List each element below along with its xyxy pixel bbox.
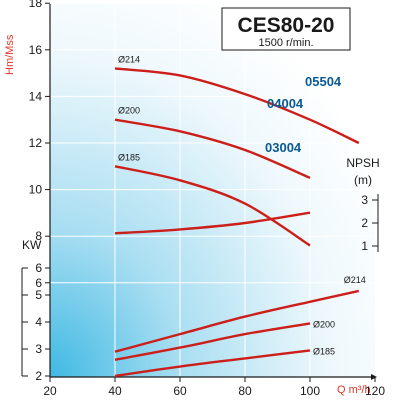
power-curve-diameter-label: Ø200	[313, 319, 335, 329]
power-tick-label: 6	[35, 261, 42, 275]
x-axis-label: Q m³/h	[337, 384, 371, 396]
x-tick-label: 20	[43, 384, 57, 398]
power-curve-diameter-label: Ø185	[313, 346, 335, 356]
x-tick-label: 100	[300, 384, 320, 398]
head-tick-label: 12	[29, 136, 43, 150]
npsh-tick-label: 2	[361, 216, 368, 230]
npsh-tick-label: 3	[361, 193, 368, 207]
power-axis-label: KW	[22, 238, 42, 252]
title-box: CES80-20 1500 r/min.	[221, 7, 351, 51]
chart-title: CES80-20	[238, 14, 335, 37]
head-curve-diameter-label: Ø214	[118, 54, 140, 64]
curve-labels: Ø214 05504 Ø200 04004 Ø185 03004 Ø214 Ø200 Ø185	[118, 54, 366, 356]
head-curve	[114, 118, 311, 180]
head-tick-label: 16	[29, 43, 43, 57]
head-curve	[114, 67, 360, 145]
x-tick-label: 40	[108, 384, 122, 398]
power-curve	[114, 322, 311, 361]
head-tick-label: 14	[29, 89, 43, 103]
x-tick-label: 60	[173, 384, 187, 398]
head-tick-label: 8	[35, 229, 42, 243]
head-tick-label: 6	[35, 276, 42, 290]
power-curve	[114, 289, 360, 353]
power-curve-diameter-label: Ø214	[344, 275, 366, 285]
power-tick-label: 4	[35, 315, 42, 329]
head-axis-label: Hm/Mss	[4, 34, 16, 75]
npsh-curve	[114, 211, 311, 235]
npsh-axis-label-line1: NPSH	[346, 156, 379, 170]
head-tick-label: 18	[29, 0, 43, 10]
head-tick-label: 10	[29, 183, 43, 197]
power-tick-label: 2	[35, 369, 42, 383]
head-curve-model-label: 04004	[267, 96, 304, 111]
curves	[114, 67, 360, 378]
x-tick-label: 80	[238, 384, 252, 398]
head-curve-diameter-label: Ø185	[118, 152, 140, 162]
power-curve	[114, 349, 311, 378]
head-curve-model-label: 05504	[305, 74, 342, 89]
power-tick-label: 5	[35, 288, 42, 302]
npsh-tick-label: 1	[361, 239, 368, 253]
x-tick-label: 120	[365, 384, 385, 398]
head-curve	[114, 165, 311, 247]
chart-subtitle: 1500 r/min.	[258, 37, 313, 49]
x-axis-arrow	[371, 374, 377, 380]
head-curve-model-label: 03004	[265, 140, 302, 155]
power-tick-label: 3	[35, 342, 42, 356]
npsh-axis-label-line2: (m)	[354, 173, 372, 187]
head-curve-diameter-label: Ø200	[118, 106, 140, 116]
